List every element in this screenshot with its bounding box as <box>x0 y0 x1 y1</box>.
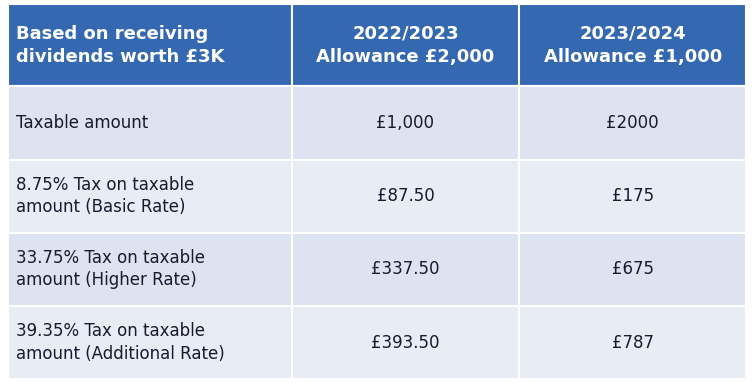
Text: £87.50: £87.50 <box>376 187 434 205</box>
Bar <box>292 160 519 233</box>
Bar <box>292 4 519 87</box>
Text: £2000: £2000 <box>606 114 659 132</box>
Text: £175: £175 <box>611 187 654 205</box>
Text: 33.75% Tax on taxable
amount (Higher Rate): 33.75% Tax on taxable amount (Higher Rat… <box>17 249 205 290</box>
Bar <box>519 87 746 160</box>
Bar <box>519 306 746 379</box>
Text: 2023/2024
Allowance £1,000: 2023/2024 Allowance £1,000 <box>544 25 722 65</box>
Bar <box>8 160 292 233</box>
Bar <box>519 233 746 306</box>
Bar <box>292 306 519 379</box>
Bar <box>8 306 292 379</box>
Bar <box>292 87 519 160</box>
Text: Based on receiving
dividends worth £3K: Based on receiving dividends worth £3K <box>17 25 225 65</box>
Text: £1,000: £1,000 <box>376 114 434 132</box>
Bar <box>8 87 292 160</box>
Text: £393.50: £393.50 <box>371 334 440 352</box>
Bar <box>8 4 292 87</box>
Text: £675: £675 <box>611 260 654 278</box>
Bar <box>292 233 519 306</box>
Text: Taxable amount: Taxable amount <box>17 114 149 132</box>
Bar <box>8 233 292 306</box>
Text: £337.50: £337.50 <box>371 260 440 278</box>
Text: 2022/2023
Allowance £2,000: 2022/2023 Allowance £2,000 <box>317 25 495 65</box>
Text: £787: £787 <box>611 334 654 352</box>
Text: 39.35% Tax on taxable
amount (Additional Rate): 39.35% Tax on taxable amount (Additional… <box>17 322 225 363</box>
Text: 8.75% Tax on taxable
amount (Basic Rate): 8.75% Tax on taxable amount (Basic Rate) <box>17 176 195 216</box>
Bar <box>519 160 746 233</box>
Bar <box>519 4 746 87</box>
